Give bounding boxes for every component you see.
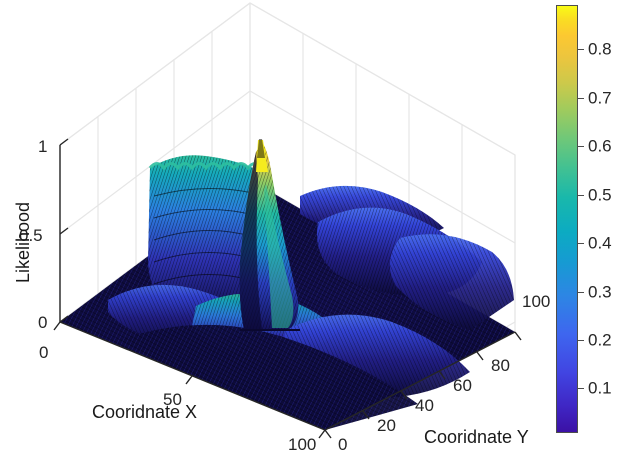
y-tick-40: 40 bbox=[415, 396, 434, 415]
y-axis-label: Cooridnate Y bbox=[424, 427, 529, 447]
surface-front-band bbox=[120, 324, 418, 430]
colorbar-tick-0-7: 0.7 bbox=[588, 88, 612, 108]
colorbar-tick-mark bbox=[578, 292, 584, 293]
colorbar-tick-mark bbox=[578, 98, 584, 99]
colorbar-tick-0-6: 0.6 bbox=[588, 136, 612, 156]
colorbar-tick-mark bbox=[578, 195, 584, 196]
colorbar-tick-0-5: 0.5 bbox=[588, 185, 612, 205]
z-tick-0-5: 0.5 bbox=[19, 226, 43, 245]
x-tick-0: 0 bbox=[39, 343, 49, 362]
colorbar[interactable]: 0.1 0.2 0.3 0.4 0.5 0.6 0.7 0.8 bbox=[556, 5, 612, 433]
colorbar-tick-0-3: 0.3 bbox=[588, 282, 612, 302]
colorbar-tick-0-4: 0.4 bbox=[588, 233, 612, 253]
surface-shoulder-right bbox=[389, 234, 514, 330]
y-tick-0: 0 bbox=[338, 435, 348, 454]
surface-mesh bbox=[60, 139, 515, 430]
colorbar-tick-mark bbox=[578, 388, 584, 389]
y-tick-60: 60 bbox=[453, 376, 472, 395]
surface-ridge-left bbox=[148, 155, 268, 315]
colorbar-tick-0-2: 0.2 bbox=[588, 330, 612, 350]
surface-plot[interactable] bbox=[0, 0, 556, 458]
y-tick-20: 20 bbox=[377, 416, 396, 435]
x-axis-label: Cooridnate X bbox=[92, 402, 198, 422]
colorbar-gradient bbox=[556, 5, 578, 433]
y-tick-80: 80 bbox=[491, 356, 510, 375]
z-tick-1: 1 bbox=[38, 137, 48, 156]
colorbar-tick-mark bbox=[578, 243, 584, 244]
colorbar-tick-mark bbox=[578, 340, 584, 341]
colorbar-tick-mark bbox=[578, 146, 584, 147]
z-axis-label: Likelihood bbox=[13, 201, 33, 283]
colorbar-tick-0-1: 0.1 bbox=[588, 378, 612, 398]
colorbar-tick-mark bbox=[578, 49, 584, 50]
y-tick-100: 100 bbox=[522, 292, 551, 311]
x-tick-100: 100 bbox=[288, 435, 317, 454]
x-tick-50: 50 bbox=[163, 390, 182, 409]
colorbar-tick-0-8: 0.8 bbox=[588, 39, 612, 59]
z-tick-0: 0 bbox=[38, 313, 48, 332]
surface-main-peak bbox=[239, 139, 299, 330]
plot-axis-lines bbox=[53, 138, 522, 439]
